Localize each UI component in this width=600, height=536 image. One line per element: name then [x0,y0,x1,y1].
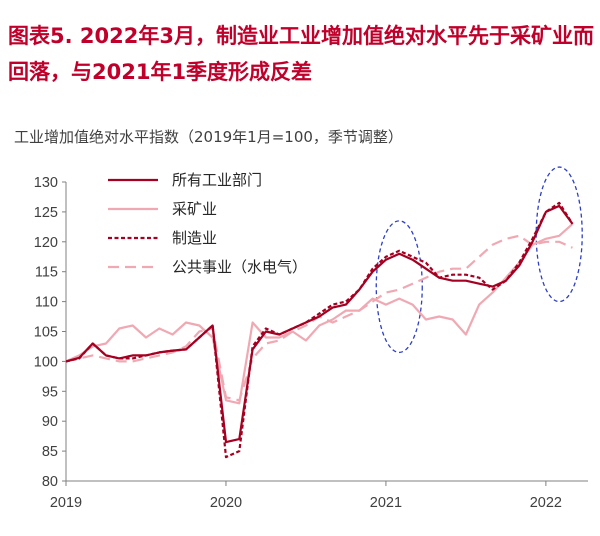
series-line-3 [65,201,574,459]
y-tick-label: 80 [42,474,58,490]
y-tick-label: 90 [42,414,58,430]
y-tick-label: 105 [34,325,58,341]
y-tick-label: 85 [42,444,58,460]
series-line-2 [65,223,574,405]
y-tick-label: 115 [35,265,58,281]
y-tick-label: 110 [35,295,58,311]
series-line-1 [65,204,574,444]
series-line-4 [65,234,573,402]
legend-label: 制造业 [172,229,217,247]
y-tick-label: 130 [34,175,58,191]
highlight-oval [375,220,423,354]
x-tick-label: 2019 [50,495,82,511]
y-tick-label: 100 [34,354,58,370]
y-tick-label: 95 [42,384,58,400]
x-tick-label: 2020 [210,495,242,511]
chart-subtitle: 工业增加值绝对水平指数（2019年1月=100，季节调整） [14,128,403,146]
axes: 80 85 90 95 100 105 110 115 120 125 130 2019 2020 202… [34,175,588,511]
legend-label: 所有工业部门 [172,171,262,189]
y-tick-label: 125 [34,205,58,221]
legend-label: 公共事业（水电气） [172,258,307,276]
highlight-ovals [375,166,583,354]
series-lines [65,201,574,459]
figure-title: 图表5. 2022年3月，制造业工业增加值绝对水平先于采矿业而回落，与2021年… [8,24,594,84]
legend-label: 采矿业 [172,200,217,218]
y-tick-label: 120 [34,235,58,251]
x-tick-label: 2022 [530,495,562,511]
x-tick-label: 2021 [370,495,402,511]
